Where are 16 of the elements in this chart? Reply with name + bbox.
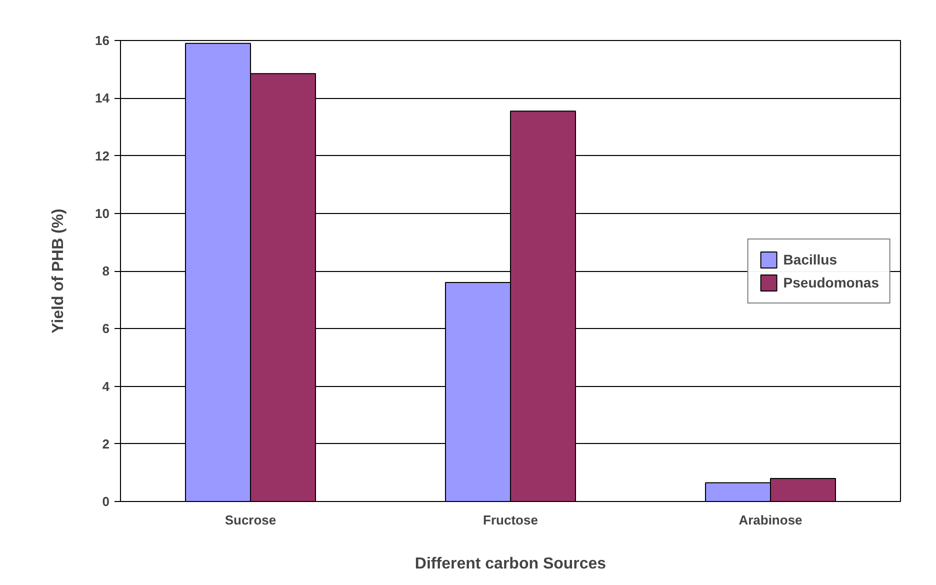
y-axis-title: Yield of PHB (%)	[50, 208, 68, 334]
y-tick-label: 6	[102, 321, 110, 336]
y-tick-label: 4	[102, 378, 110, 394]
x-axis-title: Different carbon Sources	[414, 556, 606, 572]
legend-label: Pseudomonas	[783, 274, 879, 290]
x-tick-label: Fructose	[483, 512, 538, 528]
x-tick-label: Arabinose	[738, 512, 802, 528]
y-tick-label: 0	[102, 494, 110, 509]
y-tick-label: 14	[95, 90, 110, 106]
legend-label: Bacillus	[783, 251, 837, 267]
y-tick-label: 12	[95, 148, 110, 164]
y-tick-label: 2	[102, 436, 110, 452]
y-tick-label: 8	[102, 264, 110, 278]
x-tick-label: Sucrose	[224, 512, 276, 528]
y-tick-label: 16	[95, 33, 110, 48]
y-tick-label: 10	[95, 206, 110, 221]
